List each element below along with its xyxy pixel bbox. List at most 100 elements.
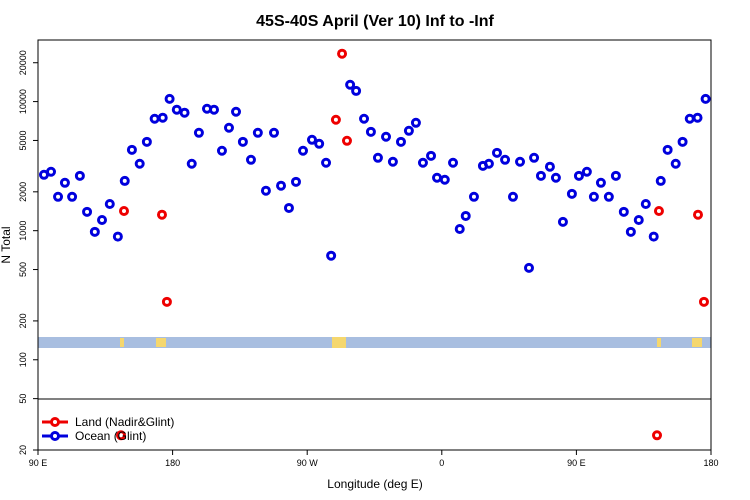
point (655, 175, 666, 186)
y-tick-label: 2000 (18, 182, 28, 202)
x-axis-label: Longitude (deg E) (327, 477, 422, 491)
y-tick-label: 500 (18, 262, 28, 277)
y-tick-label: 50 (18, 394, 28, 404)
point (700, 93, 711, 104)
legend-label: Ocean (Glint) (75, 429, 146, 443)
point (410, 117, 421, 128)
point (653, 206, 664, 217)
point (515, 156, 526, 167)
point (89, 226, 100, 237)
point (161, 296, 172, 307)
point (186, 158, 197, 169)
y-axis-label: N Total (0, 226, 13, 263)
point (126, 144, 137, 155)
point (670, 158, 681, 169)
point (223, 122, 234, 133)
point (692, 112, 703, 123)
point (157, 112, 168, 123)
point (573, 170, 584, 181)
point (595, 177, 606, 188)
point (557, 216, 568, 227)
point (116, 430, 127, 441)
point (417, 157, 428, 168)
point (507, 191, 518, 202)
point (118, 206, 129, 217)
point (500, 154, 511, 165)
y-tick-label: 10000 (18, 89, 28, 114)
y-tick-label: 200 (18, 313, 28, 328)
point (365, 126, 376, 137)
point (156, 209, 167, 220)
point (403, 125, 414, 136)
y-tick-label: 5000 (18, 130, 28, 150)
point (141, 136, 152, 147)
legend-label: Land (Nadir&Glint) (75, 415, 174, 429)
point (330, 114, 341, 125)
point (341, 135, 352, 146)
point (618, 206, 629, 217)
x-tick-label: 180 (165, 458, 180, 468)
point (535, 170, 546, 181)
point (468, 191, 479, 202)
point (677, 136, 688, 147)
point (662, 144, 673, 155)
point (581, 166, 592, 177)
point (359, 113, 370, 124)
y-tick-label: 20000 (18, 50, 28, 75)
point (216, 145, 227, 156)
point (345, 79, 356, 90)
point (82, 206, 93, 217)
point (119, 175, 130, 186)
map-strip (38, 337, 711, 348)
point (298, 145, 309, 156)
point (104, 198, 115, 209)
point (648, 231, 659, 242)
point (53, 191, 64, 202)
point (523, 262, 534, 273)
point (395, 136, 406, 147)
point (610, 170, 621, 181)
point (483, 158, 494, 169)
legend-marker (50, 417, 60, 427)
point (640, 198, 651, 209)
point (381, 131, 392, 142)
x-tick-label: 90 E (29, 458, 48, 468)
point (684, 113, 695, 124)
point (566, 188, 577, 199)
chart-title: 45S-40S April (Ver 10) Inf to -Inf (256, 13, 494, 30)
point (454, 224, 465, 235)
point (252, 127, 263, 138)
point (193, 127, 204, 138)
point (603, 191, 614, 202)
point (337, 48, 348, 59)
point (314, 138, 325, 149)
point (179, 107, 190, 118)
point (134, 158, 145, 169)
point (306, 134, 317, 145)
point (692, 209, 703, 220)
point (351, 85, 362, 96)
point (550, 172, 561, 183)
legend-marker (50, 431, 60, 441)
point (652, 430, 663, 441)
point (276, 180, 287, 191)
point (290, 176, 301, 187)
point (209, 104, 220, 115)
x-tick-label: 90 W (297, 458, 319, 468)
point (372, 152, 383, 163)
point (67, 191, 78, 202)
point (588, 191, 599, 202)
point (321, 157, 332, 168)
point (326, 250, 337, 261)
x-tick-label: 0 (439, 458, 444, 468)
point (97, 214, 108, 225)
point (439, 174, 450, 185)
point (426, 150, 437, 161)
point (432, 172, 443, 183)
x-tick-label: 90 E (567, 458, 586, 468)
point (448, 157, 459, 168)
point (59, 177, 70, 188)
point (387, 156, 398, 167)
plot-frame (37, 39, 712, 451)
